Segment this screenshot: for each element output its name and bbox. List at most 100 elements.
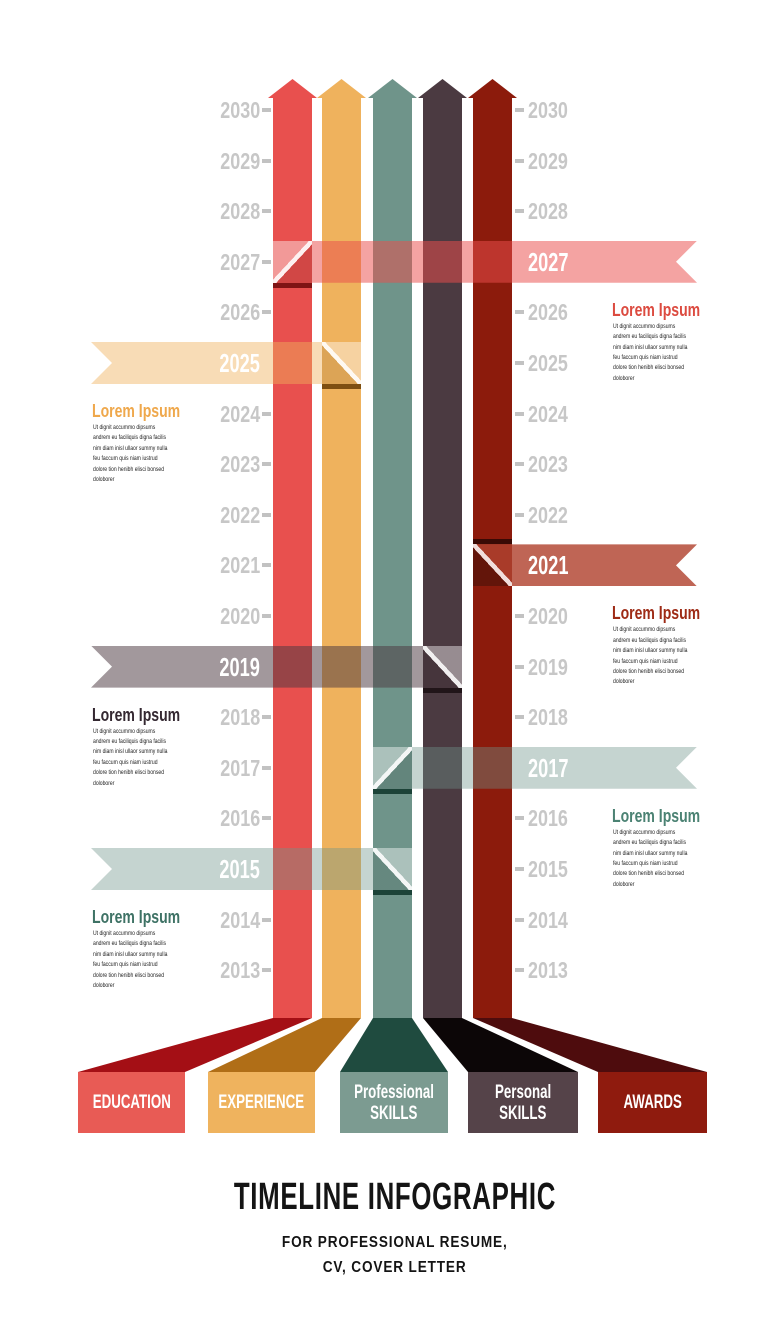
entry-heading-2019: Lorem Ipsum — [92, 705, 205, 725]
year-label-right-2023: 2023 — [528, 451, 648, 477]
legend-box-label: Professional — [354, 1081, 434, 1103]
year-label-right-2030: 2030 — [528, 97, 648, 123]
entry-heading-2021: Lorem Ipsum — [612, 603, 725, 623]
year-tick-right-2025 — [515, 361, 524, 365]
legend-leg-awards — [473, 1018, 707, 1072]
ribbon-year-label-2015: 2015 — [140, 854, 260, 884]
year-label-right-2026: 2026 — [528, 299, 648, 325]
bar-arrow-personal-skills-icon — [418, 79, 467, 98]
entry-body-text: Ut dignit accummo dipsums andrem eu faci… — [93, 727, 168, 787]
year-text: 2017 — [220, 754, 260, 781]
entry-body-2017: Ut dignit accummo dipsums andrem eu faci… — [613, 828, 723, 890]
ribbon-fold-shadow-2015 — [373, 890, 412, 895]
year-tick-left-2020 — [262, 614, 271, 618]
ribbon-year-text: 2019 — [219, 651, 260, 682]
year-tick-left-2013 — [262, 968, 271, 973]
year-label-left-2027: 2027 — [140, 249, 260, 275]
ribbon-fold-shadow-2019 — [423, 687, 462, 693]
entry-body-2015: Ut dignit accummo dipsums andrem eu faci… — [93, 929, 203, 991]
ribbon-fold-2025 — [322, 342, 361, 384]
legend-box-label: EDUCATION — [92, 1092, 171, 1113]
ribbon-fold-shadow-2027 — [273, 282, 312, 288]
infographic-title-text: TIMELINE INFOGRAPHIC — [233, 1176, 557, 1218]
legend-box-awards: AWARDS — [598, 1072, 707, 1133]
year-text: 2022 — [528, 501, 568, 528]
entry-body-2025: Ut dignit accummo dipsums andrem eu faci… — [93, 423, 203, 485]
year-text: 2014 — [220, 906, 260, 933]
ribbon-2027 — [273, 241, 697, 283]
year-text: 2014 — [528, 906, 568, 933]
legend-box-professional-skills: Professional SKILLS — [340, 1072, 448, 1133]
year-text: 2019 — [528, 653, 568, 680]
ribbon-fold-2019 — [423, 645, 462, 688]
year-tick-right-2030 — [515, 108, 524, 112]
ribbon-2015 — [91, 848, 412, 890]
year-label-left-2020: 2020 — [140, 603, 260, 629]
year-text: 2027 — [220, 248, 260, 275]
year-text: 2026 — [220, 299, 260, 326]
year-tick-right-2020 — [515, 614, 524, 618]
entry-body-text: Ut dignit accummo dipsums andrem eu faci… — [613, 626, 688, 686]
year-label-left-2029: 2029 — [140, 148, 260, 174]
year-tick-left-2018 — [262, 715, 271, 720]
year-tick-left-2017 — [262, 765, 271, 770]
ribbon-2017 — [373, 747, 697, 789]
year-label-right-2014: 2014 — [528, 907, 648, 933]
entry-body-text: Ut dignit accummo dipsums andrem eu faci… — [93, 930, 168, 990]
year-label-right-2016: 2016 — [528, 805, 648, 831]
year-label-left-2022: 2022 — [140, 502, 260, 528]
entry-body-text: Ut dignit accummo dipsums andrem eu faci… — [93, 424, 168, 484]
year-text: 2018 — [528, 704, 568, 731]
year-tick-right-2026 — [515, 310, 524, 315]
year-text: 2029 — [220, 147, 260, 174]
ribbon-year-text: 2027 — [528, 246, 569, 277]
year-tick-right-2028 — [515, 209, 524, 214]
ribbon-fold-2027 — [273, 240, 312, 283]
ribbon-year-text: 2017 — [528, 752, 569, 783]
ribbon-2019 — [91, 645, 462, 688]
legend-leg-education — [78, 1018, 312, 1072]
year-text: 2030 — [528, 97, 568, 123]
legend-box-experience: EXPERIENCE — [208, 1072, 315, 1133]
year-text: 2025 — [528, 350, 568, 376]
entry-heading-text: Lorem Ipsum — [92, 704, 181, 725]
year-text: 2022 — [220, 501, 260, 528]
year-tick-right-2018 — [515, 715, 524, 720]
ribbon-year-label-2017: 2017 — [528, 753, 648, 783]
year-label-right-2019: 2019 — [528, 654, 648, 680]
entry-body-2021: Ut dignit accummo dipsums andrem eu faci… — [613, 625, 723, 687]
legend-box-label: EXPERIENCE — [218, 1092, 305, 1113]
infographic-title: TIMELINE INFOGRAPHIC — [11, 1176, 768, 1219]
entry-heading-text: Lorem Ipsum — [92, 401, 181, 421]
entry-heading-text: Lorem Ipsum — [612, 805, 701, 826]
year-text: 2020 — [220, 603, 260, 629]
ribbon-year-text: 2025 — [219, 348, 260, 378]
year-tick-right-2022 — [515, 512, 524, 517]
year-tick-right-2023 — [515, 462, 524, 467]
infographic-subtitle-line-2: CV, COVER LETTER — [323, 1259, 467, 1276]
year-label-right-2022: 2022 — [528, 502, 648, 528]
year-tick-left-2022 — [262, 512, 271, 517]
year-tick-left-2021 — [262, 563, 271, 568]
year-text: 2016 — [220, 805, 260, 832]
year-tick-right-2013 — [515, 968, 524, 973]
year-tick-right-2024 — [515, 411, 524, 416]
legend-leg-professional-skills — [340, 1018, 448, 1072]
year-text: 2020 — [528, 603, 568, 629]
legend-box-label: SKILLS — [370, 1102, 418, 1124]
year-tick-left-2024 — [262, 411, 271, 416]
year-tick-left-2028 — [262, 209, 271, 214]
ribbon-2025 — [91, 342, 361, 384]
year-label-left-2013: 2013 — [140, 957, 260, 983]
entry-heading-2027: Lorem Ipsum — [612, 300, 725, 320]
ribbon-year-label-2025: 2025 — [140, 348, 260, 378]
ribbon-year-label-2021: 2021 — [528, 550, 648, 580]
year-text: 2028 — [220, 198, 260, 225]
legend-leg-experience — [208, 1018, 361, 1072]
year-tick-right-2015 — [515, 867, 524, 871]
entry-heading-text: Lorem Ipsum — [612, 603, 701, 624]
year-tick-left-2027 — [262, 259, 271, 264]
ribbon-year-text: 2021 — [528, 550, 569, 581]
ribbon-year-label-2019: 2019 — [140, 652, 260, 682]
year-tick-right-2019 — [515, 664, 524, 669]
